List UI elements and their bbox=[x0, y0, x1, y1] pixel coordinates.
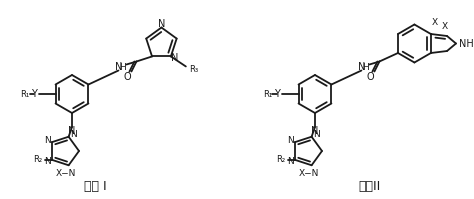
Text: X−N: X−N bbox=[56, 170, 76, 179]
Text: N: N bbox=[45, 157, 51, 166]
Text: R₃: R₃ bbox=[189, 65, 199, 74]
Text: N: N bbox=[358, 61, 365, 71]
Text: 通式II: 通式II bbox=[359, 180, 381, 193]
Text: N: N bbox=[68, 126, 76, 136]
Text: O: O bbox=[124, 71, 131, 82]
Text: R₂: R₂ bbox=[276, 155, 285, 164]
Text: O: O bbox=[366, 71, 374, 82]
Text: X: X bbox=[442, 21, 448, 30]
Text: N: N bbox=[115, 61, 122, 71]
Text: N: N bbox=[171, 54, 179, 63]
Text: R₁: R₁ bbox=[20, 90, 29, 99]
Text: N: N bbox=[158, 19, 165, 28]
Text: N: N bbox=[45, 136, 51, 145]
Text: R₂: R₂ bbox=[33, 155, 43, 164]
Text: X−N: X−N bbox=[299, 170, 319, 179]
Text: R₁: R₁ bbox=[263, 90, 272, 99]
Text: 通式 Ⅰ: 通式 Ⅰ bbox=[84, 180, 106, 193]
Text: H: H bbox=[362, 63, 369, 72]
Text: Y: Y bbox=[273, 89, 280, 99]
Text: N: N bbox=[313, 130, 320, 139]
Text: N: N bbox=[287, 136, 294, 145]
Text: H: H bbox=[119, 63, 126, 72]
Text: X: X bbox=[432, 18, 438, 26]
Text: NH: NH bbox=[459, 38, 474, 49]
Text: N: N bbox=[311, 126, 319, 136]
Text: N: N bbox=[287, 157, 294, 166]
Text: N: N bbox=[70, 130, 77, 139]
Text: Y: Y bbox=[31, 89, 36, 99]
